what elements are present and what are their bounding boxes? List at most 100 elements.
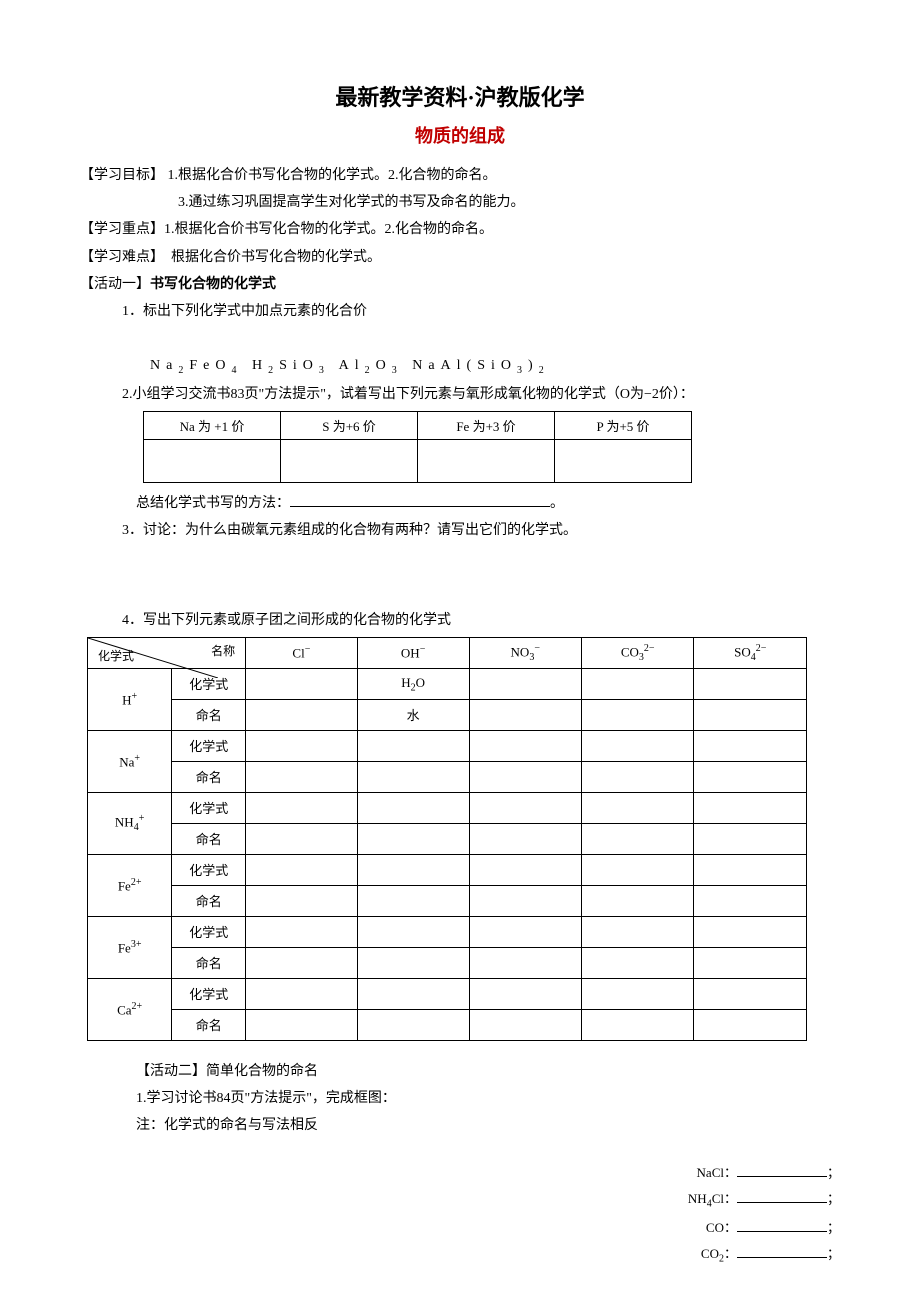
anion-so4: SO42−: [694, 637, 807, 668]
cell: [694, 854, 807, 885]
cell: [581, 916, 694, 947]
blank-co2: [737, 1244, 827, 1258]
spacer-2: [80, 546, 840, 606]
activity1-header: 【活动一】书写化合物的化学式: [80, 272, 840, 297]
oxide-c2: [281, 440, 418, 483]
objectives-line2: 3.通过练习巩固提高学生对化学式的书写及命名的能力。: [80, 190, 840, 215]
objectives-line1: 【学习目标】 1.根据化合价书写化合物的化学式。2.化合物的命名。: [80, 163, 840, 188]
objectives-label: 【学习目标】: [80, 168, 164, 183]
cell: [581, 885, 694, 916]
row-fe3-formula-label: 化学式: [172, 916, 246, 947]
cell: [469, 916, 581, 947]
cell: [469, 854, 581, 885]
summary-line: 总结化学式书写的方法：。: [80, 491, 840, 516]
cell-h-cl-n: [246, 699, 358, 730]
cell: [694, 792, 807, 823]
difficulty-label: 【学习难点】: [80, 250, 157, 265]
cell: [581, 730, 694, 761]
cell: [469, 885, 581, 916]
cell: [694, 978, 807, 1009]
cell: [694, 761, 807, 792]
cell: [246, 947, 358, 978]
blank-nacl: [737, 1163, 827, 1177]
row-na-name-label: 命名: [172, 761, 246, 792]
cell: [469, 792, 581, 823]
cell: [694, 885, 807, 916]
activity1-q2: 2.小组学习交流书83页"方法提示"，试着写出下列元素与氧形成氧化物的化学式（O…: [80, 382, 840, 407]
summary-prefix: 总结化学式书写的方法：: [136, 496, 290, 511]
activity1-title: 书写化合物的化学式: [150, 277, 276, 292]
activity1-label: 【活动一】: [80, 277, 150, 292]
cell: [694, 730, 807, 761]
naming-examples: NaCl：； NH4Cl：； CO：； CO2：；: [688, 1160, 840, 1269]
cation-nh4: NH4+: [88, 792, 172, 854]
cell: [246, 730, 358, 761]
cell: [246, 1009, 358, 1040]
diag-header-cell: 名称 化学式: [88, 637, 246, 668]
oxide-h1: Na 为 +1 价: [144, 412, 281, 440]
cell: [469, 730, 581, 761]
cell: [694, 916, 807, 947]
cell: [357, 823, 469, 854]
example-nh4cl: NH4Cl：；: [688, 1186, 840, 1215]
difficulty-text: 根据化合价书写化合物的化学式。: [171, 250, 381, 265]
cell: [469, 947, 581, 978]
cell: [469, 978, 581, 1009]
cell: [357, 792, 469, 823]
cell: [246, 823, 358, 854]
cell-h-oh-n: 水: [357, 699, 469, 730]
anion-co3: CO32−: [581, 637, 694, 668]
oxide-c3: [418, 440, 555, 483]
oxide-c4: [555, 440, 692, 483]
objectives-text1: 1.根据化合价书写化合物的化学式。2.化合物的命名。: [168, 168, 497, 183]
cell: [357, 854, 469, 885]
cell: [357, 761, 469, 792]
cell: [246, 978, 358, 1009]
cell: [246, 885, 358, 916]
example-co: CO：；: [688, 1215, 840, 1241]
row-na-formula-label: 化学式: [172, 730, 246, 761]
cell: [581, 947, 694, 978]
activity1-q3: 3．讨论：为什么由碳氧元素组成的化合物有两种？请写出它们的化学式。: [80, 518, 840, 543]
row-h-name-label: 命名: [172, 699, 246, 730]
cation-fe3: Fe3+: [88, 916, 172, 978]
blank-co: [737, 1218, 827, 1232]
formula-row: Na2FeO4 H2SiO3 Al2O3 NaAl(SiO3)2: [80, 353, 840, 380]
cell: [694, 1009, 807, 1040]
diag-top-label: 名称: [211, 642, 235, 659]
row-nh4-formula-label: 化学式: [172, 792, 246, 823]
focus-line: 【学习重点】1.根据化合价书写化合物的化学式。2.化合物的命名。: [80, 217, 840, 242]
formula-b: H2SiO3: [252, 358, 330, 373]
summary-blank: [290, 492, 550, 507]
activity2-title: 简单化合物的命名: [206, 1064, 318, 1079]
oxide-h4: P 为+5 价: [555, 412, 692, 440]
cation-fe2: Fe2+: [88, 854, 172, 916]
cell: [469, 823, 581, 854]
compound-table: 名称 化学式 Cl− OH− NO3− CO32− SO42− H+ 化学式 H…: [87, 637, 807, 1041]
formula-d: NaAl(SiO3)2: [412, 358, 549, 373]
cell-h-so4-f: [694, 668, 807, 699]
cell: [246, 761, 358, 792]
activity2-note: 注：化学式的命名与写法相反: [80, 1113, 840, 1138]
row-ca-formula-label: 化学式: [172, 978, 246, 1009]
cell-h-so4-n: [694, 699, 807, 730]
cell: [581, 761, 694, 792]
anion-oh: OH−: [357, 637, 469, 668]
diag-bot-label: 化学式: [98, 647, 134, 664]
sub-title: 物质的组成: [80, 122, 840, 148]
row-nh4-name-label: 命名: [172, 823, 246, 854]
cell-h-cl-f: [246, 668, 358, 699]
cell: [357, 947, 469, 978]
cell-h-no3-n: [469, 699, 581, 730]
cell: [694, 823, 807, 854]
cell: [469, 1009, 581, 1040]
cell: [581, 823, 694, 854]
cell: [469, 761, 581, 792]
cell: [581, 792, 694, 823]
oxide-table: Na 为 +1 价 S 为+6 价 Fe 为+3 价 P 为+5 价: [143, 411, 692, 483]
cell: [357, 730, 469, 761]
oxide-c1: [144, 440, 281, 483]
cell: [357, 978, 469, 1009]
row-fe2-formula-label: 化学式: [172, 854, 246, 885]
row-fe3-name-label: 命名: [172, 947, 246, 978]
